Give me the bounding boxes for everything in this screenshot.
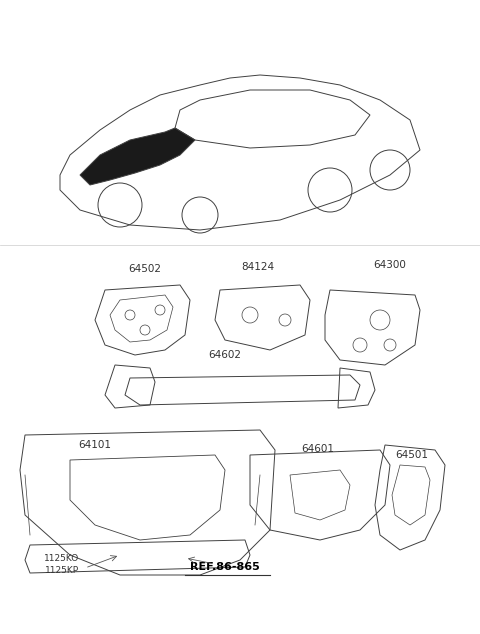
- Polygon shape: [80, 128, 195, 185]
- Text: 64502: 64502: [129, 264, 161, 274]
- Text: 64300: 64300: [373, 260, 407, 270]
- Text: 84124: 84124: [241, 262, 275, 272]
- Text: 64101: 64101: [79, 440, 111, 450]
- Text: REF.86-865: REF.86-865: [190, 562, 260, 572]
- Text: 64601: 64601: [301, 444, 335, 454]
- Text: 1125KO
1125KP: 1125KO 1125KP: [44, 554, 80, 575]
- Text: 64501: 64501: [396, 450, 429, 460]
- Text: 64602: 64602: [208, 350, 241, 360]
